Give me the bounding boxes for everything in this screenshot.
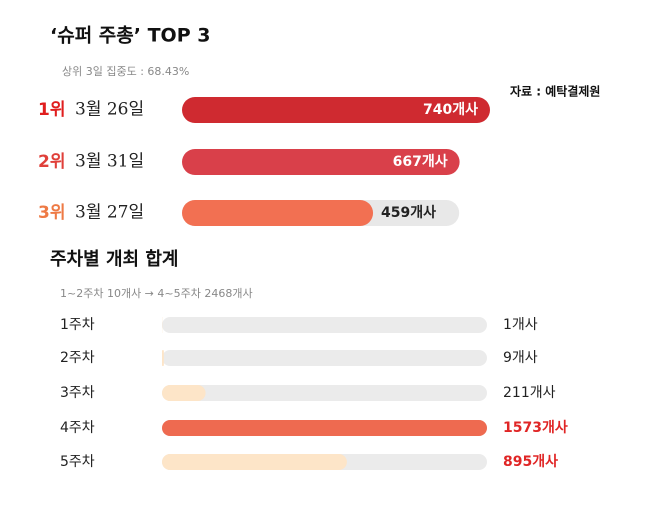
value-label: 1개사 <box>503 317 538 333</box>
value-label: 211개사 <box>503 385 556 401</box>
category-label: 3월 27일 <box>75 203 144 223</box>
bar <box>162 385 206 401</box>
bar <box>162 350 164 366</box>
category-label: 5주차 <box>60 454 95 470</box>
value-label: 667개사 <box>393 154 448 170</box>
bar-track <box>162 317 487 333</box>
category-label: 3주차 <box>60 385 95 401</box>
category-label: 3월 26일 <box>75 100 144 120</box>
bar <box>162 420 487 436</box>
bar <box>162 454 347 470</box>
category-label: 4주차 <box>60 420 95 436</box>
source: 자료 : 예탁결제원 <box>510 84 600 99</box>
category-label: 2주차 <box>60 350 95 366</box>
rank-label: 3위 <box>38 203 65 223</box>
chart-title: ‘슈퍼 주총’ TOP 3 <box>50 25 210 47</box>
rank-label: 2위 <box>38 152 65 172</box>
value-label: 1573개사 <box>503 420 568 436</box>
value-label: 459개사 <box>381 205 436 221</box>
value-label: 740개사 <box>423 102 478 118</box>
chart-subtitle: 상위 3일 집중도 : 68.43% <box>62 64 189 78</box>
bar-track <box>162 385 487 401</box>
bar-track <box>162 350 487 366</box>
chart-title: 주차별 개최 합계 <box>50 248 178 270</box>
value-label: 895개사 <box>503 454 558 470</box>
bar <box>182 200 373 226</box>
value-label: 9개사 <box>503 350 538 366</box>
chart-subtitle: 1~2주차 10개사 → 4~5주차 2468개사 <box>60 287 253 300</box>
category-label: 3월 31일 <box>75 152 144 172</box>
category-label: 1주차 <box>60 317 95 333</box>
rank-label: 1위 <box>38 100 65 120</box>
